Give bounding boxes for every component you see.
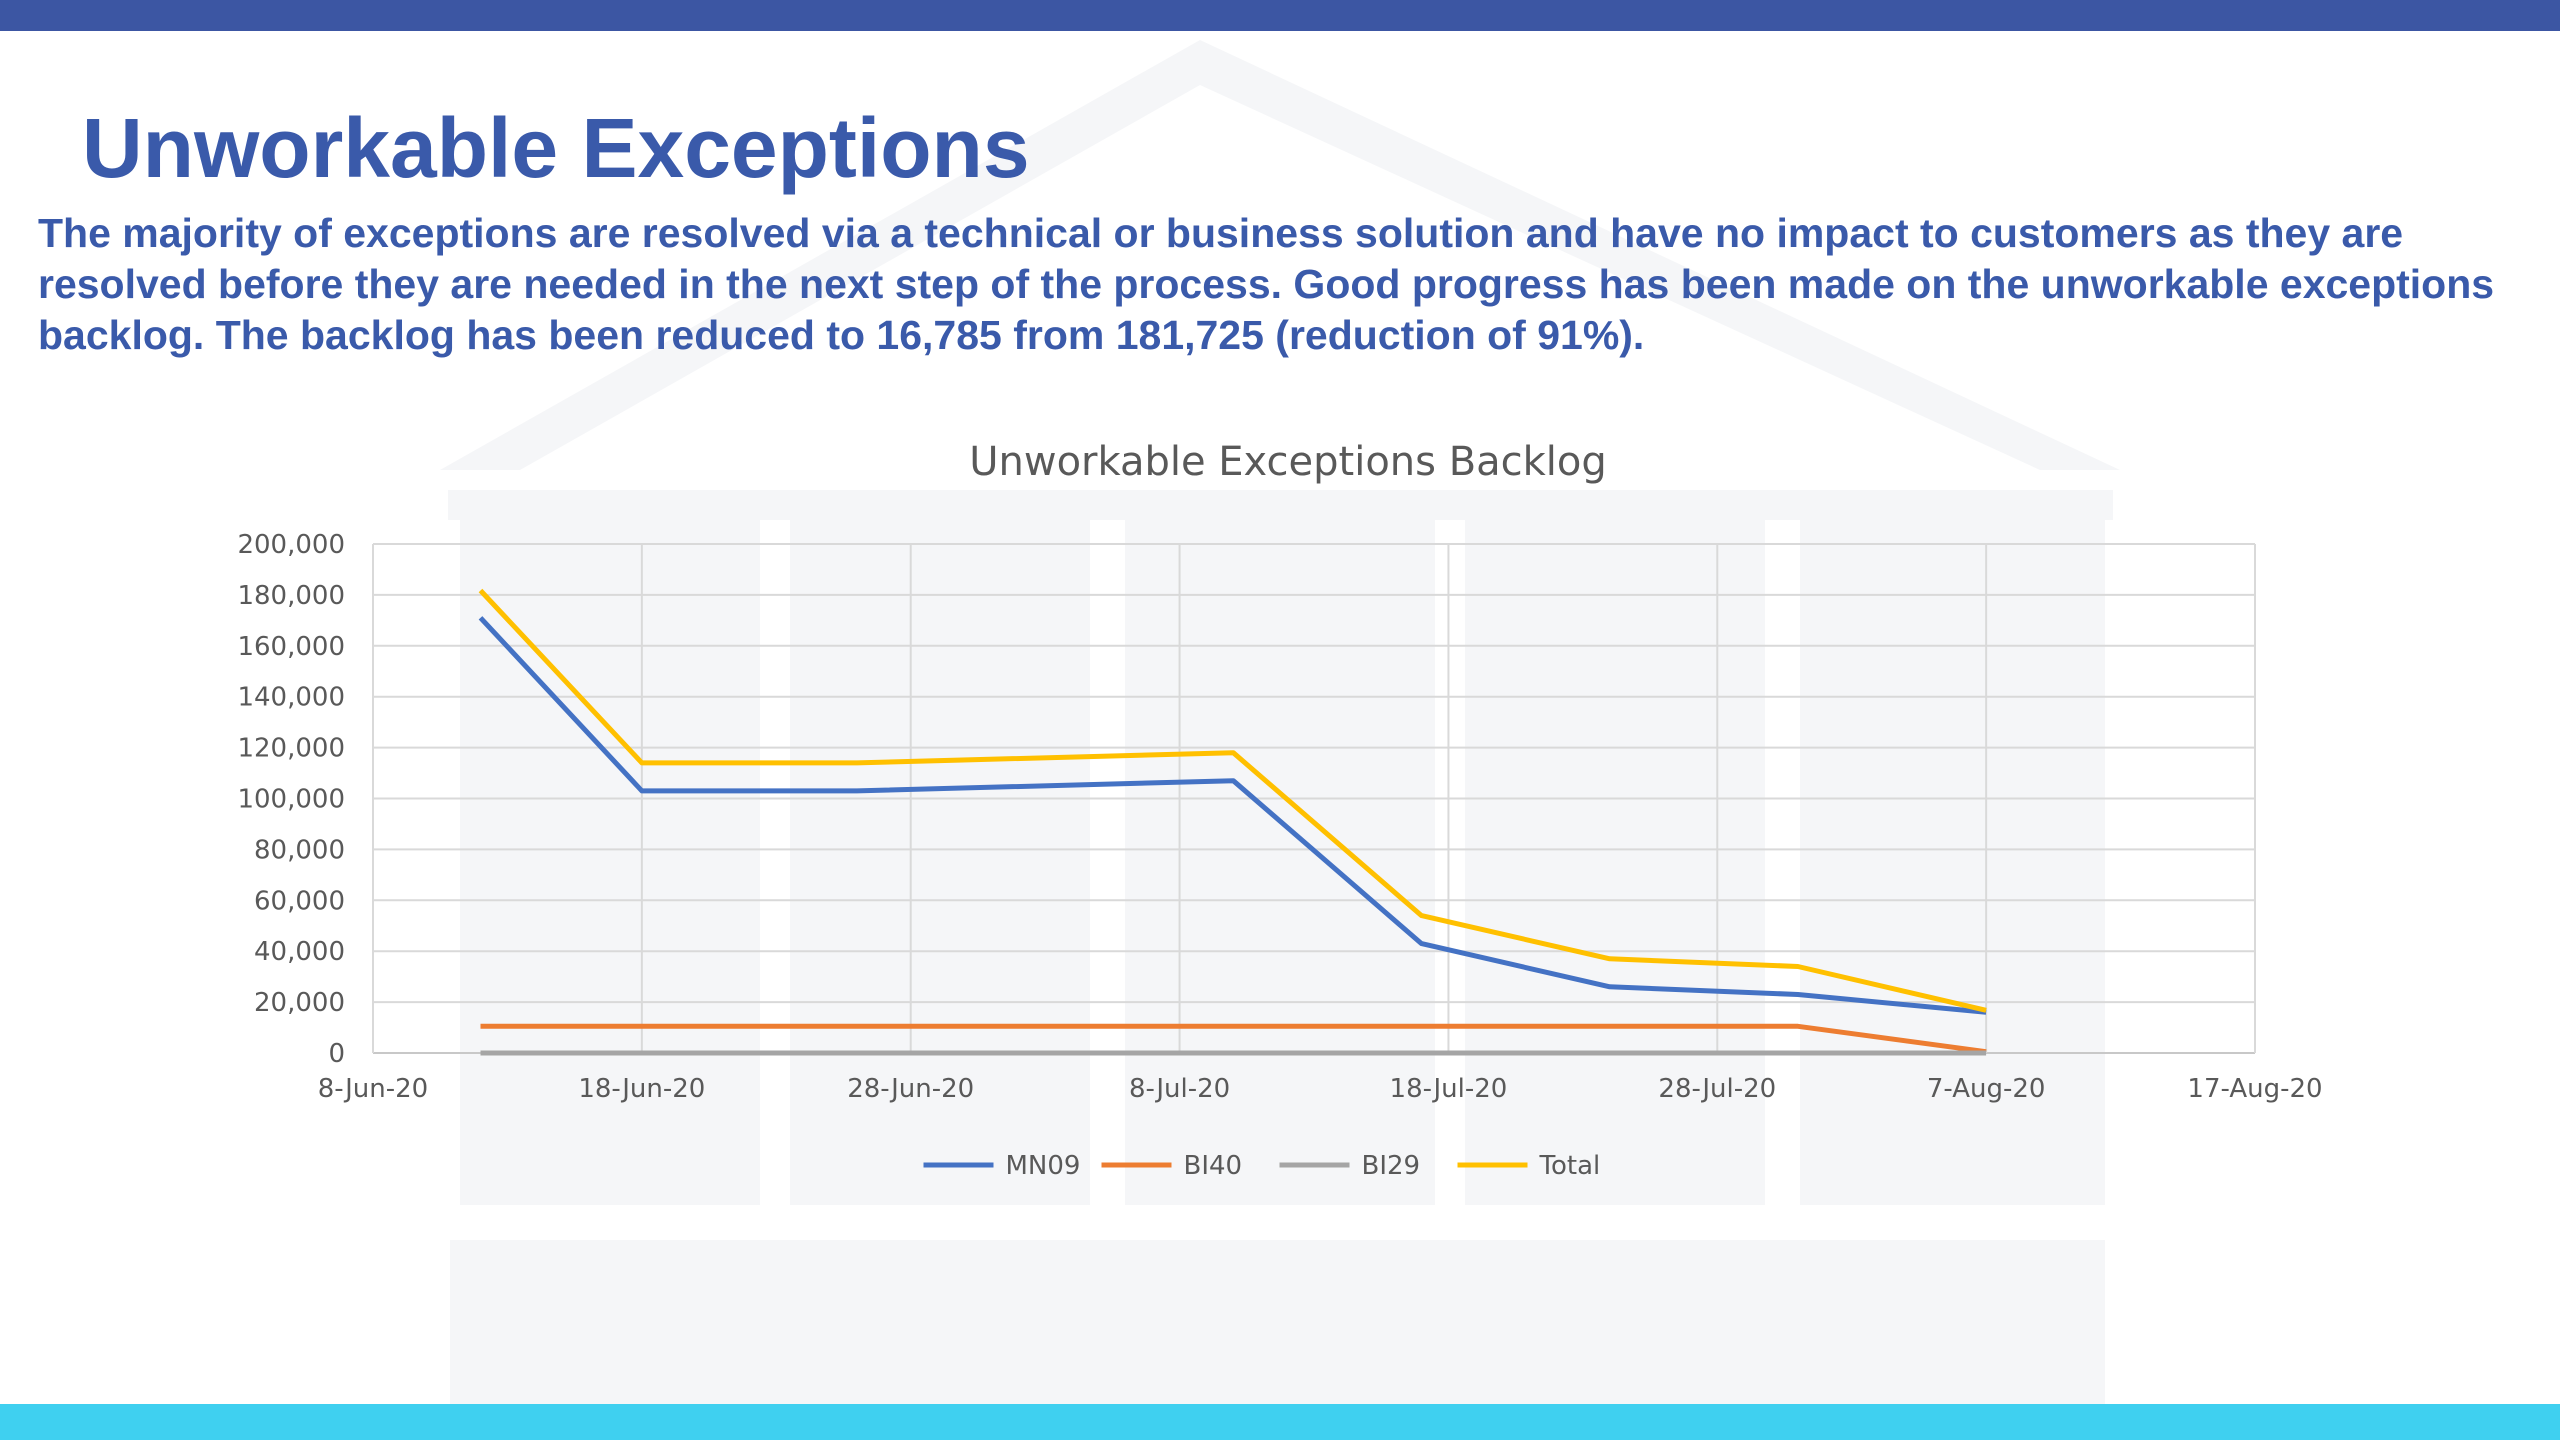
y-tick-label: 200,000: [237, 530, 345, 560]
x-tick-label: 7-Aug-20: [1927, 1074, 2046, 1104]
bottom-accent-bar: [0, 1404, 2560, 1440]
x-tick-label: 8-Jul-20: [1129, 1074, 1230, 1104]
chart-legend: MN09 BI40 BI29 Total: [923, 1151, 1601, 1181]
chart-series: [478, 588, 1987, 1056]
y-tick-label: 140,000: [237, 683, 345, 713]
y-tick-label: 60,000: [254, 886, 345, 916]
page-title: Unworkable Exceptions: [82, 101, 1030, 195]
y-tick-label: 180,000: [237, 581, 345, 611]
x-tick-label: 18-Jun-20: [578, 1074, 705, 1104]
legend-label: BI29: [1362, 1151, 1421, 1181]
legend-item-total: Total: [1457, 1151, 1601, 1181]
backlog-line-chart: Unworkable Exceptions Backlog 0 20,000 40,…: [237, 439, 2322, 1181]
y-tick-label: 80,000: [254, 835, 345, 865]
legend-item-bi40: BI40: [1101, 1151, 1243, 1181]
y-tick-label: 100,000: [237, 785, 345, 815]
x-tick-label: 8-Jun-20: [318, 1074, 428, 1104]
top-accent-bar: [0, 0, 2560, 31]
y-tick-label: 40,000: [254, 937, 345, 967]
legend-label: Total: [1539, 1151, 1601, 1181]
legend-label: BI40: [1184, 1151, 1243, 1181]
x-tick-label: 18-Jul-20: [1390, 1074, 1508, 1104]
legend-item-bi29: BI29: [1279, 1151, 1421, 1181]
summary-text: The majority of exceptions are resolved …: [38, 210, 2495, 358]
y-tick-label: 120,000: [237, 734, 345, 764]
series-line-total: [478, 588, 1987, 1013]
y-tick-label: 20,000: [254, 988, 345, 1018]
x-tick-label: 28-Jun-20: [847, 1074, 974, 1104]
y-tick-label: 0: [328, 1039, 345, 1069]
chart-axis-labels: 0 20,000 40,000 60,000 80,000 100,000 120,000 1…: [237, 530, 2322, 1104]
legend-label: MN09: [1006, 1151, 1081, 1181]
y-tick-label: 160,000: [237, 632, 345, 662]
chart-title: Unworkable Exceptions Backlog: [969, 439, 1607, 485]
legend-item-mn09: MN09: [923, 1151, 1081, 1181]
x-tick-label: 28-Jul-20: [1658, 1074, 1776, 1104]
x-tick-label: 17-Aug-20: [2187, 1074, 2322, 1104]
chart-gridlines: [372, 543, 2256, 1054]
series-line-mn09: [478, 616, 1987, 1015]
series-line-bi40: [480, 1023, 1987, 1055]
